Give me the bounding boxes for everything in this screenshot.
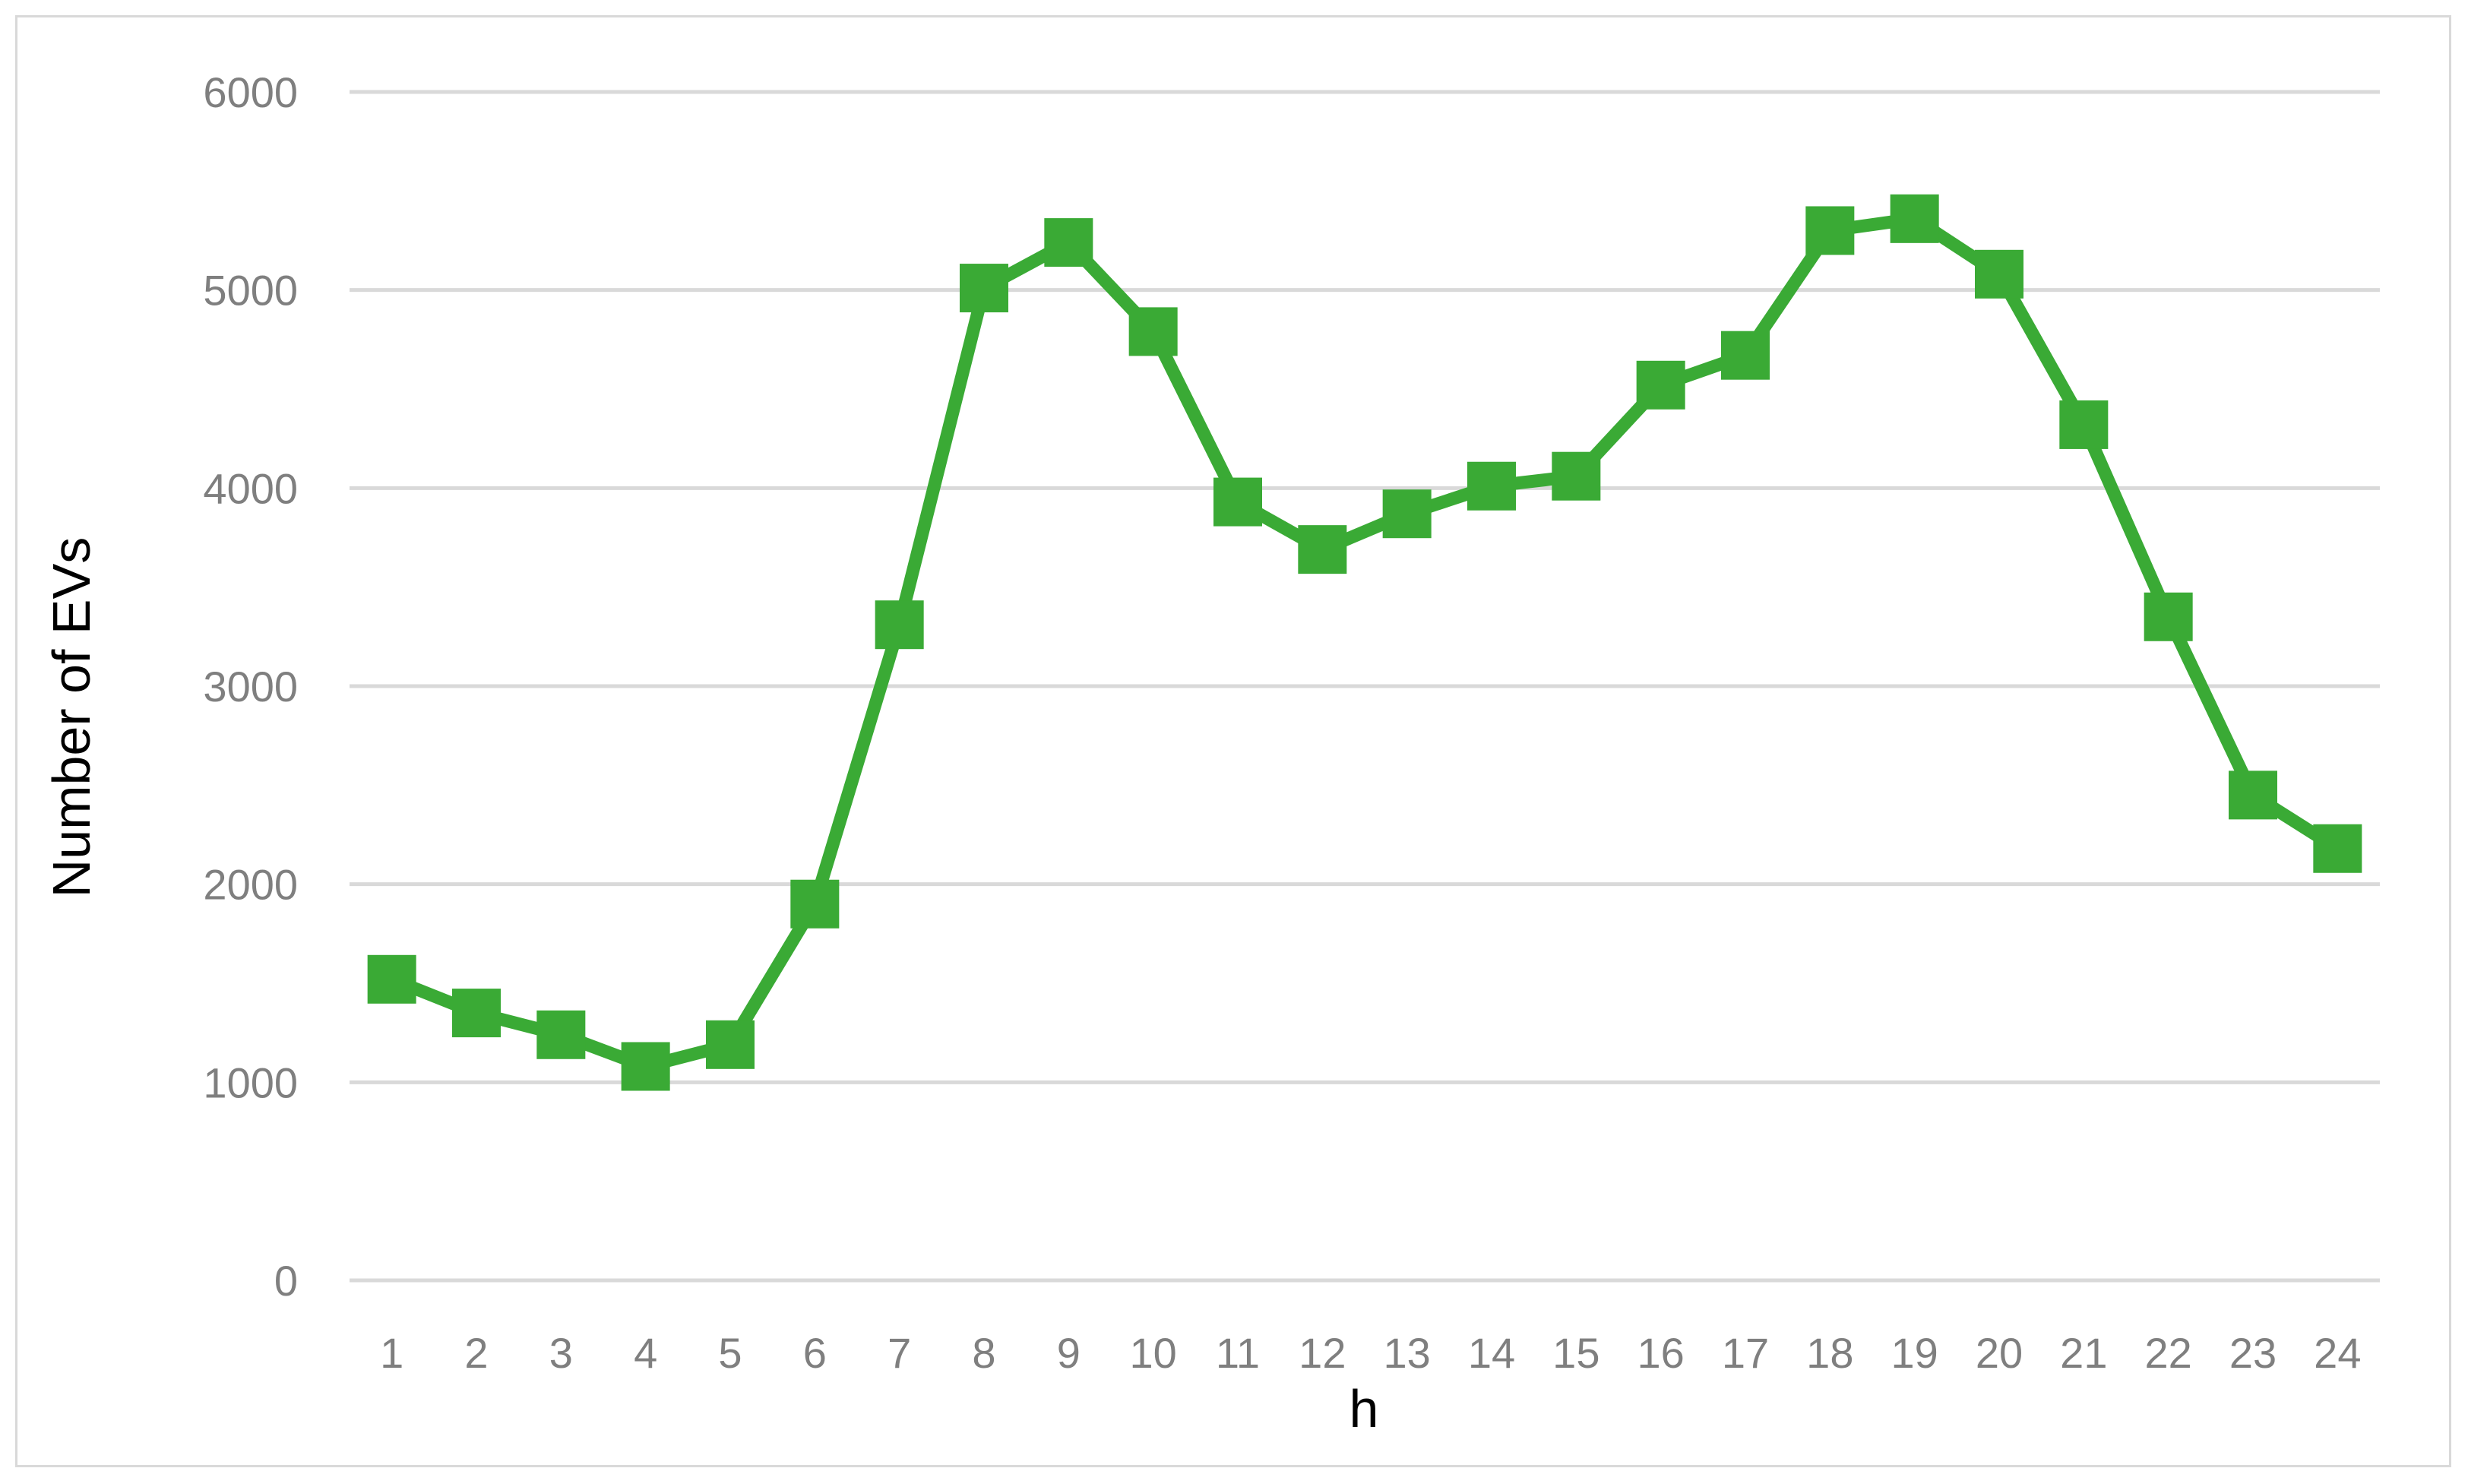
x-tick-label: 16 (1637, 1329, 1685, 1377)
series-group (367, 194, 2362, 1091)
x-axis-title: h (1349, 1379, 1379, 1438)
data-point-marker (1890, 194, 1939, 243)
chart-frame (15, 15, 2451, 1467)
x-tick-label: 17 (1722, 1329, 1769, 1377)
x-tick-label: 10 (1130, 1329, 1177, 1377)
x-tick-label: 5 (718, 1329, 742, 1377)
x-tick-label: 24 (2314, 1329, 2361, 1377)
y-tick-label: 5000 (203, 267, 298, 315)
data-point-marker (2144, 592, 2193, 641)
y-tick-label: 1000 (203, 1058, 298, 1106)
data-point-marker (1298, 525, 1347, 574)
x-tick-label: 9 (1057, 1329, 1081, 1377)
x-tick-label: 8 (972, 1329, 995, 1377)
y-tick-label: 0 (274, 1257, 298, 1305)
data-point-marker (706, 1020, 755, 1069)
data-point-marker (875, 600, 924, 650)
data-point-marker (1805, 206, 1855, 255)
data-point-marker (2313, 824, 2362, 873)
x-tick-label: 2 (464, 1329, 488, 1377)
data-point-marker (452, 989, 501, 1038)
data-point-marker (960, 264, 1008, 313)
x-tick-label: 15 (1552, 1329, 1599, 1377)
x-tick-label: 23 (2229, 1329, 2277, 1377)
y-axis-ticks: 0 1000 2000 3000 4000 5000 6000 (203, 68, 298, 1305)
x-tick-label: 13 (1384, 1329, 1431, 1377)
series-line (385, 212, 2344, 1073)
x-tick-label: 21 (2060, 1329, 2107, 1377)
data-point-marker (1467, 461, 1516, 511)
data-point-marker (1044, 218, 1093, 267)
x-tick-label: 12 (1299, 1329, 1346, 1377)
y-axis-title: Number of EVs (42, 537, 101, 898)
x-tick-label: 3 (549, 1329, 573, 1377)
y-tick-label: 6000 (203, 68, 298, 116)
x-tick-label: 22 (2145, 1329, 2192, 1377)
data-point-marker (1213, 477, 1262, 527)
y-tick-label: 2000 (203, 861, 298, 909)
x-axis-ticks: 1 2 3 4 5 6 7 8 9 10 11 12 13 14 15 16 17 18 19 20 21 22 23 24 (380, 1329, 2361, 1377)
data-point-marker (1552, 451, 1601, 501)
data-point-marker (367, 954, 416, 1004)
data-point-marker (536, 1010, 586, 1059)
x-tick-label: 11 (1216, 1329, 1260, 1377)
data-point-marker (790, 879, 840, 929)
x-tick-label: 20 (1976, 1329, 2023, 1377)
data-point-marker (1382, 489, 1432, 539)
x-tick-label: 6 (803, 1329, 827, 1377)
x-tick-label: 7 (888, 1329, 911, 1377)
data-point-marker (2229, 770, 2277, 820)
data-point-marker (1636, 360, 1685, 410)
data-point-marker (621, 1042, 670, 1091)
x-tick-label: 19 (1891, 1329, 1938, 1377)
data-point-marker (1128, 307, 1178, 356)
y-tick-label: 3000 (203, 663, 298, 710)
data-point-marker (2059, 400, 2109, 449)
gridlines (350, 90, 2380, 1283)
y-tick-label: 4000 (203, 464, 298, 512)
x-tick-label: 18 (1806, 1329, 1853, 1377)
x-tick-label: 14 (1468, 1329, 1515, 1377)
x-tick-label: 4 (634, 1329, 657, 1377)
data-point-marker (1721, 331, 1770, 380)
x-tick-label: 1 (380, 1329, 403, 1377)
data-point-marker (1975, 249, 2023, 299)
